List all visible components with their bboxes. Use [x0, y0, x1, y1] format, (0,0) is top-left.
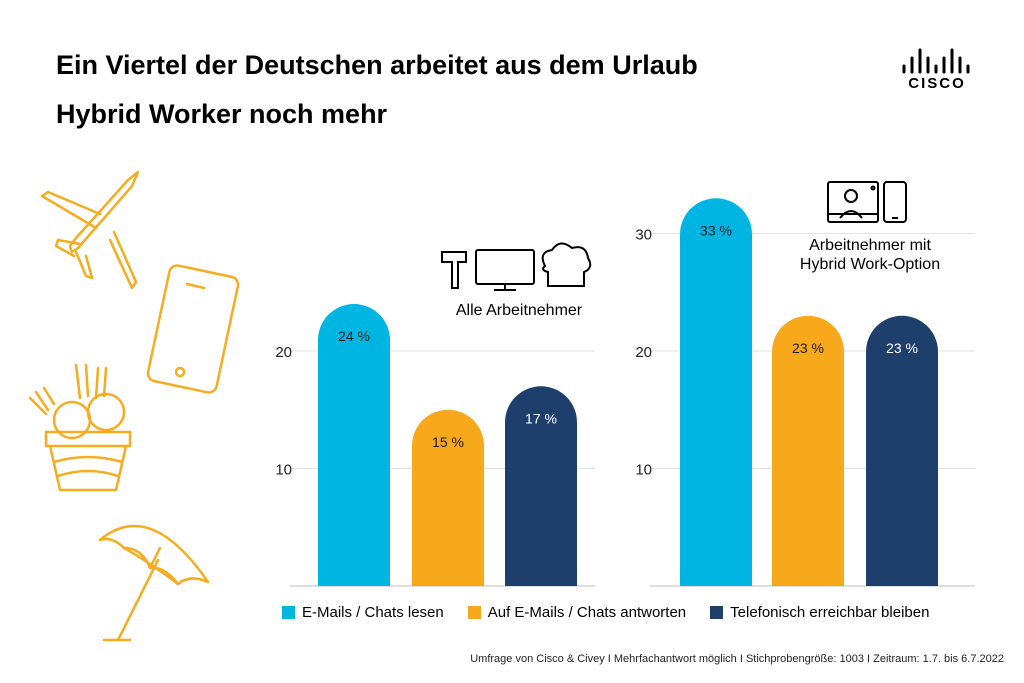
video-call-devices-icon	[827, 181, 907, 223]
bar-hybrid-1	[772, 315, 844, 586]
bar-alle-1	[412, 409, 484, 586]
footer-note: Umfrage von Cisco & Civey I Mehrfachantw…	[470, 653, 1004, 665]
chart-title-hybrid-line-2: Hybrid Work-Option	[800, 256, 940, 273]
ice-cream-icon	[28, 363, 132, 492]
bar-value-label: 23 %	[792, 340, 824, 356]
bar-value-label: 24 %	[338, 328, 370, 344]
page-subtitle: Hybrid Worker noch mehr	[56, 99, 388, 129]
chart-title-hybrid-line-1: Arbeitnehmer mit	[809, 237, 931, 254]
bar-hybrid-0	[680, 198, 752, 586]
bar-alle-0	[318, 304, 390, 586]
smartphone-icon	[146, 264, 240, 394]
legend-swatch-antworten	[467, 606, 481, 619]
y-tick-label: 10	[635, 462, 652, 479]
legend-swatch-telefon	[710, 606, 724, 619]
bar-value-label: 33 %	[700, 222, 732, 238]
legend-item-telefon: Telefonisch erreichbar bleiben	[710, 604, 929, 621]
cisco-logo-icon: CISCO	[902, 48, 970, 90]
y-tick-label: 20	[275, 344, 292, 361]
bar-value-label: 23 %	[886, 340, 918, 356]
decoration-icons	[28, 170, 240, 642]
y-tick-label: 10	[275, 462, 292, 479]
legend-swatch-lesen	[282, 606, 295, 619]
y-tick-label: 20	[635, 344, 652, 361]
cisco-logo-text: CISCO	[908, 75, 966, 90]
bar-hybrid-2	[866, 315, 938, 586]
legend-item-antworten: Auf E-Mails / Chats antworten	[467, 604, 687, 621]
bar-value-label: 15 %	[432, 434, 464, 450]
legend-label-antworten: Auf E-Mails / Chats antworten	[487, 604, 687, 621]
beach-umbrella-icon	[98, 524, 210, 642]
legend-label-telefon: Telefonisch erreichbar bleiben	[730, 604, 930, 621]
airplane-icon	[40, 170, 140, 290]
legend-item-lesen: E-Mails / Chats lesen	[282, 604, 444, 621]
legend-label-lesen: E-Mails / Chats lesen	[302, 604, 444, 621]
bar-alle-2	[505, 386, 577, 586]
chart-legend: E-Mails / Chats lesen Auf E-Mails / Chat…	[282, 604, 929, 621]
worker-tools-icon	[441, 242, 592, 291]
chart-title-alle: Alle Arbeitnehmer	[456, 302, 583, 319]
bar-value-label: 17 %	[525, 410, 557, 426]
page-title: Ein Viertel der Deutschen arbeitet aus d…	[56, 50, 698, 80]
y-tick-label: 30	[635, 227, 652, 244]
